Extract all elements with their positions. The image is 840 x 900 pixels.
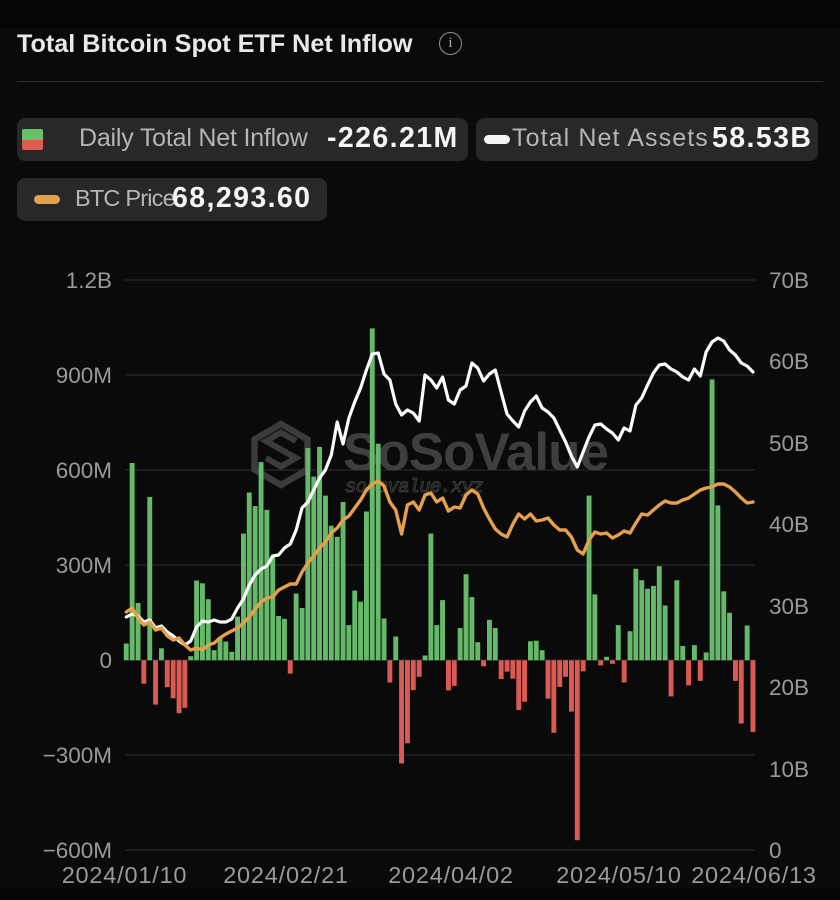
svg-text:600M: 600M bbox=[56, 458, 112, 483]
svg-text:2024/02/21: 2024/02/21 bbox=[223, 862, 349, 888]
svg-text:50B: 50B bbox=[769, 431, 809, 456]
svg-text:SoSoValue: SoSoValue bbox=[343, 423, 608, 482]
svg-text:1.2B: 1.2B bbox=[66, 268, 112, 293]
svg-text:10B: 10B bbox=[769, 757, 809, 782]
svg-text:−300M: −300M bbox=[43, 743, 112, 768]
svg-text:2024/05/10: 2024/05/10 bbox=[556, 862, 682, 888]
svg-text:sosovalue.xyz: sosovalue.xyz bbox=[345, 476, 483, 498]
svg-text:0: 0 bbox=[769, 838, 782, 863]
svg-text:0: 0 bbox=[99, 648, 112, 673]
svg-text:40B: 40B bbox=[769, 512, 809, 537]
svg-text:2024/06/13: 2024/06/13 bbox=[691, 862, 817, 888]
svg-text:20B: 20B bbox=[769, 675, 809, 700]
svg-text:30B: 30B bbox=[769, 594, 809, 619]
svg-text:300M: 300M bbox=[56, 553, 112, 578]
svg-text:900M: 900M bbox=[56, 363, 112, 388]
svg-text:60B: 60B bbox=[769, 349, 809, 374]
svg-text:70B: 70B bbox=[769, 268, 809, 293]
svg-text:2024/01/10: 2024/01/10 bbox=[62, 862, 188, 888]
svg-text:−600M: −600M bbox=[43, 838, 112, 863]
svg-text:2024/04/02: 2024/04/02 bbox=[388, 862, 514, 888]
